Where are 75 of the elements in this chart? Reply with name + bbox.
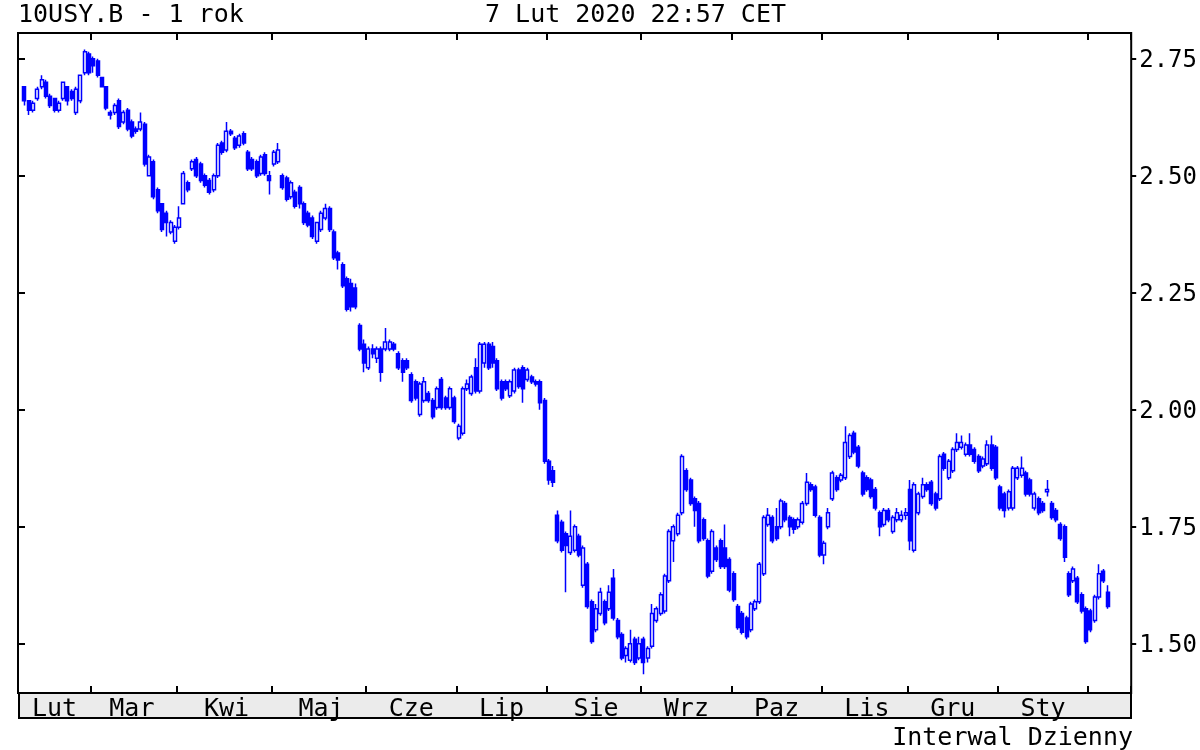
candlestick bbox=[180, 170, 186, 205]
y-tick-label: 2.00 bbox=[1139, 395, 1197, 424]
candlestick bbox=[95, 57, 101, 79]
candlestick bbox=[911, 481, 917, 554]
x-tick-label: Wrz bbox=[663, 693, 709, 722]
y-tick-label: 1.75 bbox=[1139, 512, 1197, 541]
candlestick bbox=[193, 156, 199, 179]
candlestick bbox=[842, 425, 848, 481]
candlestick bbox=[520, 364, 526, 404]
candlestick bbox=[438, 376, 444, 411]
candlestick bbox=[198, 160, 204, 184]
candlestick bbox=[56, 100, 62, 114]
x-tick-label: Sty bbox=[1020, 693, 1066, 722]
candlestick bbox=[1062, 523, 1068, 563]
candlestick bbox=[236, 132, 242, 149]
x-tick-label: Lis bbox=[844, 693, 890, 722]
candlestick bbox=[511, 366, 517, 395]
candlestick bbox=[640, 636, 646, 676]
candlestick bbox=[417, 380, 423, 418]
candlestick bbox=[984, 439, 990, 467]
x-tick-label: Lut bbox=[31, 693, 78, 722]
candlestick bbox=[898, 509, 904, 523]
x-tick-label: Sie bbox=[573, 693, 619, 722]
candlestick bbox=[52, 97, 58, 114]
x-tick-label: Mar bbox=[109, 693, 155, 722]
candlestick bbox=[254, 158, 260, 179]
candlestick bbox=[241, 130, 247, 147]
candlestick bbox=[266, 170, 272, 196]
chart-title: 10USY.B - 1 rok bbox=[18, 0, 244, 28]
candlestick bbox=[258, 153, 264, 177]
candlestick bbox=[1036, 495, 1042, 516]
candlestick bbox=[348, 277, 354, 313]
candlestick bbox=[82, 48, 88, 76]
candlestick bbox=[284, 175, 290, 203]
candlestick bbox=[860, 469, 866, 498]
candlestick bbox=[86, 50, 92, 76]
candlestick bbox=[408, 371, 414, 404]
candlestick bbox=[1044, 479, 1050, 498]
y-tick-label: 2.25 bbox=[1139, 278, 1197, 307]
x-tick-label: Paz bbox=[754, 693, 800, 722]
candlestick bbox=[1049, 500, 1055, 521]
candlestick bbox=[825, 507, 831, 530]
candlestick bbox=[877, 509, 883, 537]
candlestick bbox=[1105, 584, 1111, 610]
candlestick bbox=[309, 214, 315, 240]
candlestick bbox=[352, 282, 358, 310]
y-tick-label: 2.50 bbox=[1139, 161, 1197, 190]
candlestick bbox=[60, 81, 66, 102]
candlestick bbox=[812, 483, 818, 519]
candlestick bbox=[696, 500, 702, 544]
candlestick bbox=[275, 142, 281, 165]
candlestick bbox=[610, 568, 616, 622]
y-tick-label: 1.50 bbox=[1139, 629, 1197, 658]
candlestick bbox=[627, 629, 633, 664]
candlestick bbox=[391, 341, 397, 353]
y-tick-label: 2.75 bbox=[1139, 44, 1197, 73]
candlestick bbox=[907, 479, 913, 551]
chart-subtitle: 7 Lut 2020 22:57 CET bbox=[485, 0, 787, 28]
x-tick-label: Lip bbox=[478, 693, 525, 722]
candlestick bbox=[829, 469, 835, 502]
text: Interwal Dzienny bbox=[892, 722, 1134, 750]
candlestick bbox=[1040, 500, 1046, 514]
x-tick-label: Cze bbox=[388, 693, 434, 722]
candlestick bbox=[116, 97, 122, 130]
candlestick bbox=[791, 516, 797, 535]
x-tick-label: Gru bbox=[930, 693, 976, 722]
candlestick bbox=[709, 528, 715, 575]
candlestick bbox=[30, 100, 36, 114]
candlestick bbox=[262, 151, 268, 177]
candlestick bbox=[90, 55, 96, 74]
x-tick-label: Maj bbox=[298, 693, 344, 722]
candlestick bbox=[206, 177, 212, 196]
x-tick-label: Kwi bbox=[203, 693, 250, 722]
candlestick bbox=[223, 121, 229, 154]
candlestick bbox=[34, 86, 40, 102]
